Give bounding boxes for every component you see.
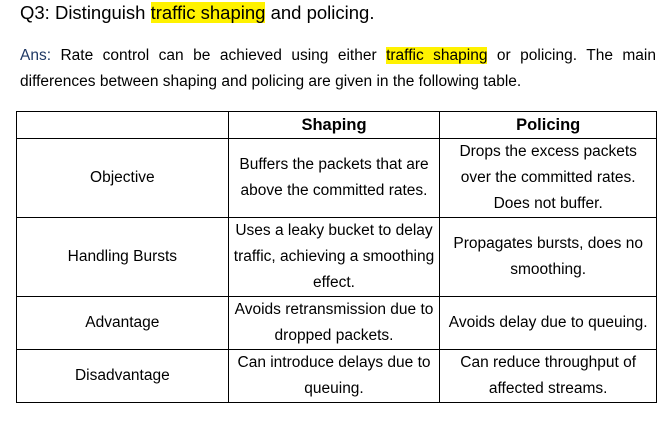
answer-text-before: Rate control can be achieved using eithe…: [51, 47, 387, 64]
row-label-objective: Objective: [16, 138, 229, 218]
comparison-table: Shaping Policing Objective Buffers the p…: [16, 111, 657, 403]
policing-disadvantage: Can reduce throughput of affected stream…: [439, 349, 657, 403]
table-row: Disadvantage Can introduce delays due to…: [16, 349, 657, 403]
answer-text-after: or policing. The main differences betwee…: [20, 47, 656, 90]
header-policing: Policing: [439, 111, 657, 139]
policing-objective: Drops the excess packets over the commit…: [439, 138, 657, 218]
table-row: Objective Buffers the packets that are a…: [16, 138, 657, 218]
shaping-objective: Buffers the packets that are above the c…: [227, 138, 441, 218]
header-empty-cell: [16, 111, 229, 139]
question-highlight: traffic shaping: [150, 2, 266, 23]
question-prefix: Q3: Distinguish: [20, 2, 151, 23]
answer-highlight: traffic shaping: [386, 47, 488, 64]
header-shaping: Shaping: [227, 111, 441, 139]
answer-label: Ans:: [20, 47, 52, 64]
policing-advantage: Avoids delay due to queuing.: [439, 296, 657, 350]
row-label-advantage: Advantage: [16, 296, 229, 350]
answer-paragraph: Ans: Rate control can be achieved using …: [20, 43, 656, 95]
shaping-disadvantage: Can introduce delays due to queuing.: [227, 349, 441, 403]
row-label-handling-bursts: Handling Bursts: [16, 217, 229, 297]
table-row: Handling Bursts Uses a leaky bucket to d…: [16, 217, 657, 297]
question-suffix: and policing.: [265, 2, 375, 23]
table-header-row: Shaping Policing: [16, 111, 657, 139]
shaping-advantage: Avoids retransmission due to dropped pac…: [227, 296, 441, 350]
question-heading: Q3: Distinguish traffic shaping and poli…: [20, 2, 374, 24]
shaping-handling-bursts: Uses a leaky bucket to delay traffic, ac…: [227, 217, 441, 297]
policing-handling-bursts: Propagates bursts, does no smoothing.: [439, 217, 657, 297]
row-label-disadvantage: Disadvantage: [16, 349, 229, 403]
table-row: Advantage Avoids retransmission due to d…: [16, 296, 657, 350]
